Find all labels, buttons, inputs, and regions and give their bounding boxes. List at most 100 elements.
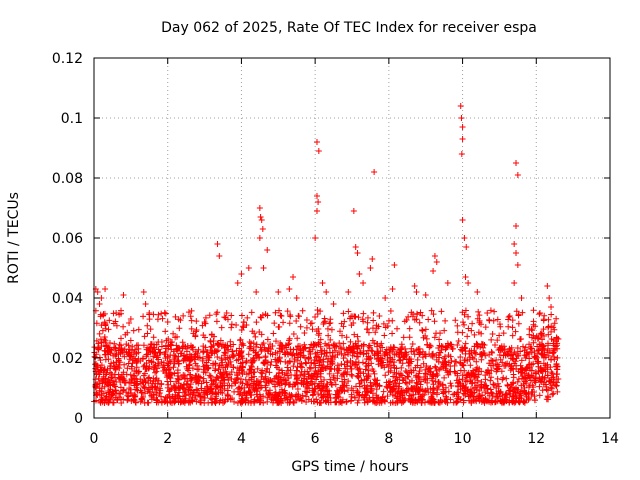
data-point: [459, 309, 466, 316]
data-point: [414, 387, 421, 394]
data-point: [372, 381, 379, 388]
data-point: [164, 354, 171, 361]
data-point: [146, 345, 153, 352]
data-point: [430, 311, 437, 318]
data-point: [519, 365, 526, 372]
data-point: [140, 394, 147, 401]
data-point: [236, 385, 243, 392]
data-point: [167, 398, 174, 405]
data-point: [150, 359, 157, 366]
data-point: [224, 371, 231, 378]
x-tick-label: 2: [163, 431, 172, 447]
data-point: [105, 344, 112, 351]
data-point: [528, 388, 535, 395]
data-point: [106, 379, 113, 386]
data-point: [96, 330, 103, 337]
data-point: [214, 241, 221, 247]
data-point: [297, 323, 304, 330]
data-point: [359, 391, 366, 398]
data-point: [381, 397, 388, 404]
data-point: [477, 321, 484, 328]
data-point: [525, 371, 532, 378]
data-point: [535, 347, 542, 354]
data-point: [152, 383, 159, 390]
data-point: [473, 367, 480, 374]
data-point: [475, 308, 482, 315]
data-point: [98, 388, 105, 395]
data-point: [439, 359, 446, 366]
data-point: [313, 193, 320, 199]
data-point: [554, 354, 561, 361]
data-point: [164, 319, 171, 325]
data-point: [212, 360, 219, 367]
data-point: [496, 363, 503, 370]
data-point: [317, 373, 324, 380]
data-point: [435, 352, 442, 359]
data-point: [465, 313, 472, 320]
data-point: [117, 335, 124, 342]
data-point: [254, 365, 261, 372]
data-point: [445, 388, 452, 395]
data-point: [172, 334, 179, 341]
data-point: [139, 355, 146, 362]
data-point: [347, 338, 354, 345]
data-point: [343, 398, 350, 405]
data-point: [290, 363, 297, 370]
data-point: [459, 344, 466, 351]
data-point: [506, 399, 513, 406]
data-point: [230, 364, 237, 371]
data-point: [352, 358, 359, 365]
data-point: [103, 399, 110, 406]
data-point: [389, 330, 396, 337]
data-point: [428, 307, 435, 314]
data-point: [130, 327, 137, 334]
data-point: [273, 338, 280, 345]
data-point: [124, 329, 131, 336]
data-point: [408, 348, 415, 355]
data-point: [442, 365, 449, 372]
data-point: [185, 399, 192, 406]
data-point: [340, 310, 347, 317]
data-point: [340, 340, 347, 347]
data-point: [101, 366, 108, 373]
data-point: [454, 370, 461, 377]
data-point: [111, 364, 118, 371]
data-point: [505, 316, 512, 323]
data-point: [536, 392, 543, 399]
data-point: [489, 330, 496, 337]
data-point: [476, 387, 483, 394]
data-point: [370, 368, 377, 375]
data-point: [371, 376, 378, 383]
data-point: [433, 367, 440, 374]
data-point: [120, 369, 127, 376]
data-point: [474, 315, 481, 322]
data-point: [397, 391, 404, 398]
data-point: [374, 340, 381, 347]
data-point: [189, 346, 196, 353]
data-point: [499, 392, 506, 399]
data-point: [95, 368, 102, 375]
data-point: [504, 350, 511, 357]
data-point: [276, 354, 283, 361]
data-point: [539, 387, 546, 394]
data-point: [435, 399, 442, 406]
data-point: [550, 390, 557, 397]
data-point: [299, 307, 306, 314]
data-point: [202, 369, 209, 376]
data-point: [204, 365, 211, 372]
data-point: [113, 358, 120, 365]
data-point: [256, 382, 263, 389]
data-point: [124, 365, 131, 372]
data-point: [286, 335, 293, 342]
data-point: [516, 394, 523, 401]
x-tick-label: 8: [384, 431, 393, 447]
data-point: [207, 388, 214, 395]
data-point: [100, 339, 107, 346]
data-point: [126, 320, 133, 327]
data-point: [457, 354, 464, 361]
data-point: [390, 362, 397, 369]
data-point: [532, 379, 539, 386]
data-point: [133, 342, 140, 349]
data-point: [473, 398, 480, 405]
data-point: [369, 390, 376, 397]
